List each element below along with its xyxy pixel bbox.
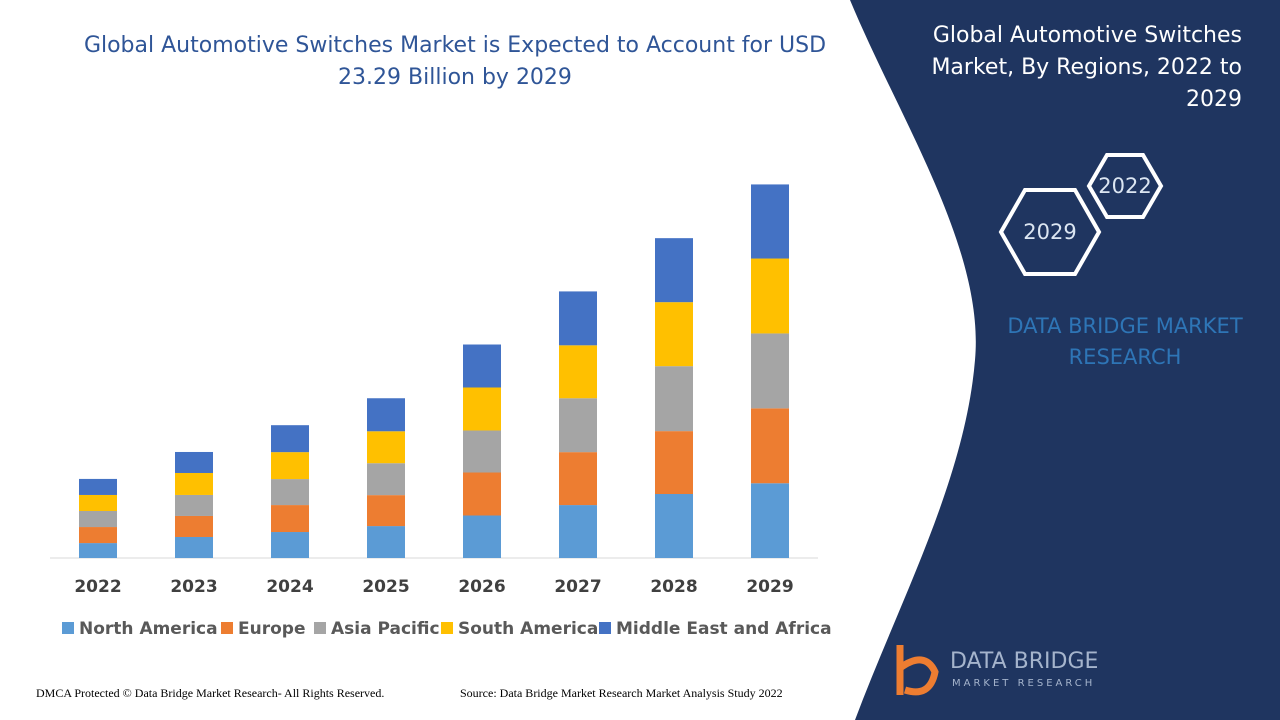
legend-label: Middle East and Africa xyxy=(616,619,832,639)
legend-label: North America xyxy=(79,619,218,639)
bar-segment xyxy=(79,494,117,512)
brand: DATA BRIDGE MARKET RESEARCH xyxy=(1007,314,1243,369)
bar-segment xyxy=(367,495,405,527)
hexagon-label: 2022 xyxy=(1098,174,1151,198)
footer-left: DMCA Protected © Data Bridge Market Rese… xyxy=(36,686,385,700)
legend-label: Asia Pacific xyxy=(331,619,440,639)
bar-segment xyxy=(271,479,309,506)
logo-icon xyxy=(896,645,939,696)
bar-segment xyxy=(175,536,213,558)
bar-segment xyxy=(367,398,405,432)
bar-segment xyxy=(559,291,597,346)
legend-swatch xyxy=(314,622,326,634)
bar-segment xyxy=(655,366,693,432)
chart-title: Global Automotive Switches Market is Exp… xyxy=(83,33,827,90)
legend-label: South America xyxy=(458,619,598,639)
bar-segment xyxy=(751,333,789,409)
legend-swatch xyxy=(221,622,233,634)
bar-segment xyxy=(79,543,117,558)
hexagon-label: 2029 xyxy=(1023,220,1076,244)
bar-segment xyxy=(271,425,309,453)
bar-segment xyxy=(367,431,405,464)
x-tick-label: 2025 xyxy=(362,577,409,597)
bar-segment xyxy=(175,472,213,495)
logo-tagline: MARKET RESEARCH xyxy=(952,678,1095,689)
bar-segment xyxy=(79,527,117,544)
bar-segment xyxy=(559,505,597,558)
bar-segment xyxy=(751,483,789,558)
bar-segment xyxy=(463,515,501,558)
bar-segment xyxy=(175,494,213,516)
bar-segment xyxy=(463,472,501,516)
x-tick-label: 2029 xyxy=(746,577,793,597)
legend-label: Europe xyxy=(238,619,305,639)
side-panel xyxy=(850,0,1280,720)
bar-segment xyxy=(655,302,693,367)
bar-segment xyxy=(271,452,309,480)
bar-segment xyxy=(79,478,117,495)
bar-segment xyxy=(655,494,693,558)
bar-segment xyxy=(751,258,789,334)
bar-segment xyxy=(751,408,789,484)
x-tick-label: 2022 xyxy=(74,577,121,597)
x-tick-label: 2028 xyxy=(650,577,697,597)
bar-segment xyxy=(559,398,597,453)
bar-segment xyxy=(463,430,501,473)
panel-title: Global Automotive Switches Market, By Re… xyxy=(931,23,1242,112)
bar-segment xyxy=(79,511,117,528)
bar-segment xyxy=(559,452,597,506)
legend-swatch xyxy=(599,622,611,634)
bar-segment xyxy=(367,526,405,558)
footer-right: Source: Data Bridge Market Research Mark… xyxy=(460,686,783,700)
bar-segment xyxy=(367,463,405,496)
x-tick-label: 2027 xyxy=(554,577,601,597)
x-tick-label: 2023 xyxy=(170,577,217,597)
legend-swatch xyxy=(441,622,453,634)
logo-name: DATA BRIDGE xyxy=(950,649,1098,674)
hexagon xyxy=(998,188,1102,276)
legend-swatch xyxy=(62,622,74,634)
x-tick-label: 2024 xyxy=(266,577,313,597)
bar-segment xyxy=(655,238,693,303)
bar-segment xyxy=(271,532,309,558)
bar-segment xyxy=(559,345,597,399)
bar-segment xyxy=(751,184,789,259)
bar-segment xyxy=(655,431,693,495)
bar-segment xyxy=(271,505,309,533)
bar-segment xyxy=(175,451,213,473)
bar-segment xyxy=(463,387,501,431)
bar-segment xyxy=(463,344,501,388)
hexagon xyxy=(1086,153,1164,219)
x-tick-label: 2026 xyxy=(458,577,505,597)
bar-segment xyxy=(175,515,213,537)
